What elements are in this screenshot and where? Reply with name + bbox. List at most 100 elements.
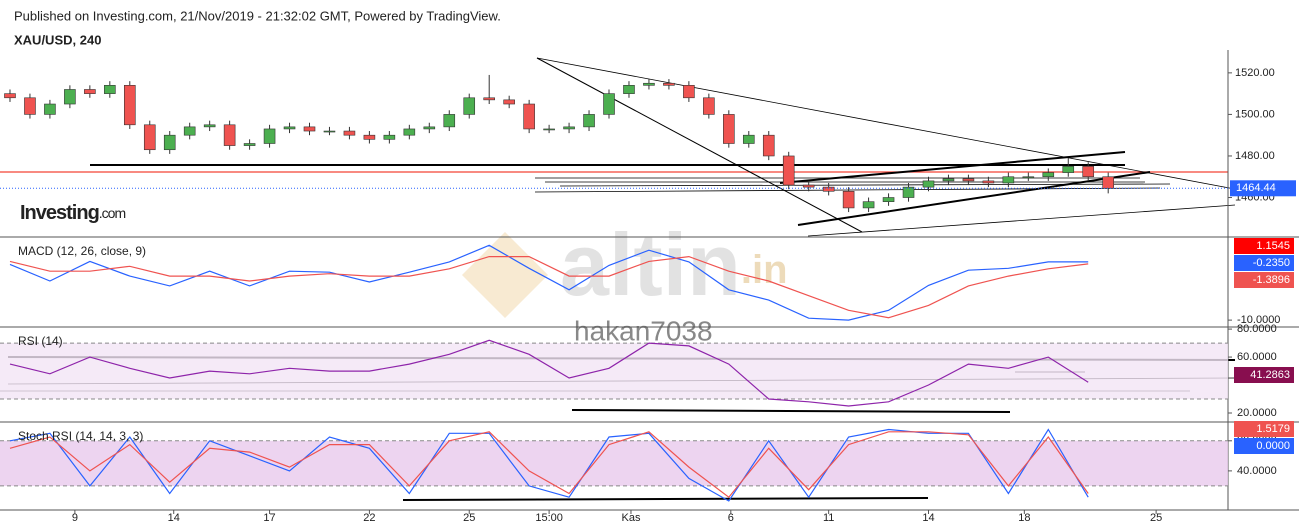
symbol: XAU/USD, 240 [14, 32, 101, 47]
candle-body [583, 114, 595, 128]
published-note: Published on Investing.com, 21/Nov/2019 … [14, 8, 501, 23]
y-tick-label: 1520.00 [1235, 67, 1275, 79]
candle-body [323, 130, 336, 133]
candle-body [862, 201, 875, 209]
y-tick-label: 1480.00 [1235, 150, 1275, 162]
candle-body [643, 82, 655, 86]
candle-body [183, 126, 196, 136]
y-tick-label: 40.0000 [1237, 465, 1277, 477]
watermark-brand-suffix: .in [741, 248, 788, 292]
candle-body [962, 178, 975, 182]
value-tag [1234, 238, 1294, 254]
x-tick-label: 14 [922, 512, 934, 524]
candle-body [942, 178, 955, 182]
watermark-brand-text: altin [560, 215, 741, 314]
indicator-line [9, 244, 1089, 321]
trendline [797, 171, 1151, 226]
value-tag-label: 1.5179 [1256, 423, 1290, 435]
last-price-label: 1464.44 [1236, 182, 1276, 194]
level-band [0, 343, 1228, 400]
x-tick-label: 6 [728, 512, 734, 524]
candle-body [623, 85, 635, 94]
trendline [402, 497, 929, 501]
candle-body [982, 180, 995, 184]
candle-body [603, 93, 615, 115]
x-tick-label: 22 [363, 512, 375, 524]
x-tick-label: 17 [263, 512, 275, 524]
candle-body [703, 97, 715, 115]
candle-body [423, 126, 436, 130]
candle-body [842, 190, 855, 209]
candle-body [523, 103, 535, 130]
value-tag [1234, 255, 1294, 271]
candle-body [922, 180, 935, 188]
candle-body [243, 143, 256, 146]
candle-body [1062, 166, 1075, 173]
candle-body [303, 126, 316, 132]
x-tick-label: 9 [72, 512, 78, 524]
candle-body [902, 186, 915, 198]
value-tag-label: 0.0000 [1256, 440, 1290, 452]
x-tick-label: 15:00 [535, 512, 563, 524]
candle-body [723, 114, 735, 144]
x-tick-label: Kas [621, 512, 640, 524]
x-tick-label: 11 [823, 512, 834, 524]
x-tick-label: 25 [1150, 512, 1162, 524]
candle-body [822, 186, 835, 192]
value-tag [1234, 421, 1294, 437]
candle-body [762, 134, 775, 157]
level-band [0, 440, 1228, 486]
candle-body [483, 97, 495, 101]
candle-body [683, 85, 695, 99]
candle-body [163, 134, 176, 151]
indicator-line [9, 339, 1089, 407]
logo-suffix: .com [99, 205, 126, 221]
candle-body [223, 124, 236, 146]
value-tag [1234, 367, 1294, 383]
candle-body [742, 134, 755, 144]
indicator-line [9, 431, 1089, 499]
value-tag [1234, 272, 1294, 288]
y-tick-label: 60.0000 [1237, 351, 1277, 363]
trendline [571, 409, 1011, 413]
x-tick-label: 25 [463, 512, 475, 524]
y-tick-label: 20.0000 [1237, 407, 1277, 419]
last-price-tag [1230, 180, 1296, 197]
candle-body [463, 97, 476, 115]
candle-body [343, 130, 356, 136]
candle-body [263, 128, 276, 144]
candle-body [64, 89, 76, 105]
candle-body [1082, 166, 1095, 178]
indicator-line [9, 255, 1089, 319]
candle-body [882, 197, 895, 202]
trendline [559, 183, 1171, 187]
candle-body [802, 184, 815, 188]
candle-body [1102, 176, 1114, 189]
trendline [536, 57, 863, 233]
watermark-logo [462, 232, 548, 318]
value-tag-label: -1.3896 [1253, 274, 1290, 286]
trendline [536, 57, 1241, 191]
y-tick-label: -10.0000 [1237, 314, 1280, 326]
trendline [534, 187, 1161, 193]
candle-body [283, 126, 296, 130]
x-tick-label: 14 [168, 512, 180, 524]
candle-body [44, 103, 56, 115]
candle-body [383, 134, 396, 140]
value-tag-label: 1.1545 [1256, 240, 1290, 252]
candle-body [24, 97, 36, 115]
logo-text: Investing [20, 202, 99, 224]
watermark-brand: altin.in [560, 215, 788, 314]
watermark-user: hakan7038 [574, 315, 713, 346]
candle-body [1042, 172, 1055, 178]
logo: Investing.com [20, 202, 125, 224]
candle-body [663, 82, 675, 86]
candle-body [782, 155, 795, 186]
candle-body [4, 93, 16, 99]
candle-body [543, 128, 555, 131]
candle-body [1022, 176, 1035, 179]
candle-body [503, 99, 515, 105]
candle-body [1002, 176, 1015, 184]
candle-body [203, 124, 216, 128]
candle-body [443, 114, 456, 128]
